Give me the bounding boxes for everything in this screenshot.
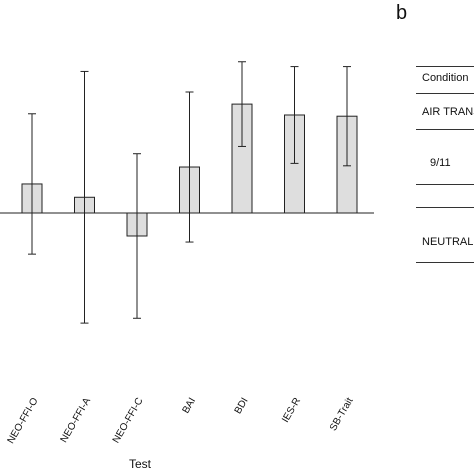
table-rule	[416, 262, 474, 263]
panel-b-table: b Condition AIR TRANSA 9/11 NEUTRAL	[386, 0, 474, 474]
table-cell-row-1: AIR TRANSA	[422, 106, 474, 118]
table-rule	[416, 184, 474, 185]
error-bar-bdi	[238, 61, 246, 147]
error-bar-bai	[185, 91, 194, 243]
table-rule	[416, 93, 474, 94]
error-bar-neo-ffi-o	[28, 113, 36, 255]
bar-chart: NEO-FFI-O NEO-FFI-A NEO-FFI-C BAI BDI IES-R SB…	[0, 61, 374, 471]
table-rule	[416, 129, 474, 130]
x-tick-label: NEO-FFI-O	[6, 396, 41, 446]
x-tick-label: SB-Trait	[328, 396, 356, 433]
error-bars-group	[28, 61, 351, 324]
table-header-condition: Condition	[422, 72, 469, 84]
x-tick-labels: NEO-FFI-O NEO-FFI-A NEO-FFI-C BAI BDI IES-R SB…	[6, 396, 356, 446]
table-cell-row-3: NEUTRAL	[422, 236, 474, 248]
error-bar-sb-trait	[343, 66, 351, 167]
x-axis-label: Test	[129, 457, 152, 471]
error-bar-neo-ffi-c	[133, 153, 141, 319]
x-tick-label: NEO-FFI-A	[59, 396, 94, 445]
panel-letter: b	[396, 2, 408, 24]
x-tick-label: IES-R	[280, 396, 303, 425]
error-bar-ies-r	[290, 66, 299, 164]
x-tick-label: BAI	[181, 396, 199, 415]
table-cell-row-2: 9/11	[430, 157, 451, 169]
table-rule-top	[416, 66, 474, 67]
table-rule	[416, 207, 474, 208]
x-tick-label: BDI	[233, 396, 251, 416]
error-bar-neo-ffi-a	[80, 70, 89, 324]
x-tick-label: NEO-FFI-C	[111, 396, 146, 445]
